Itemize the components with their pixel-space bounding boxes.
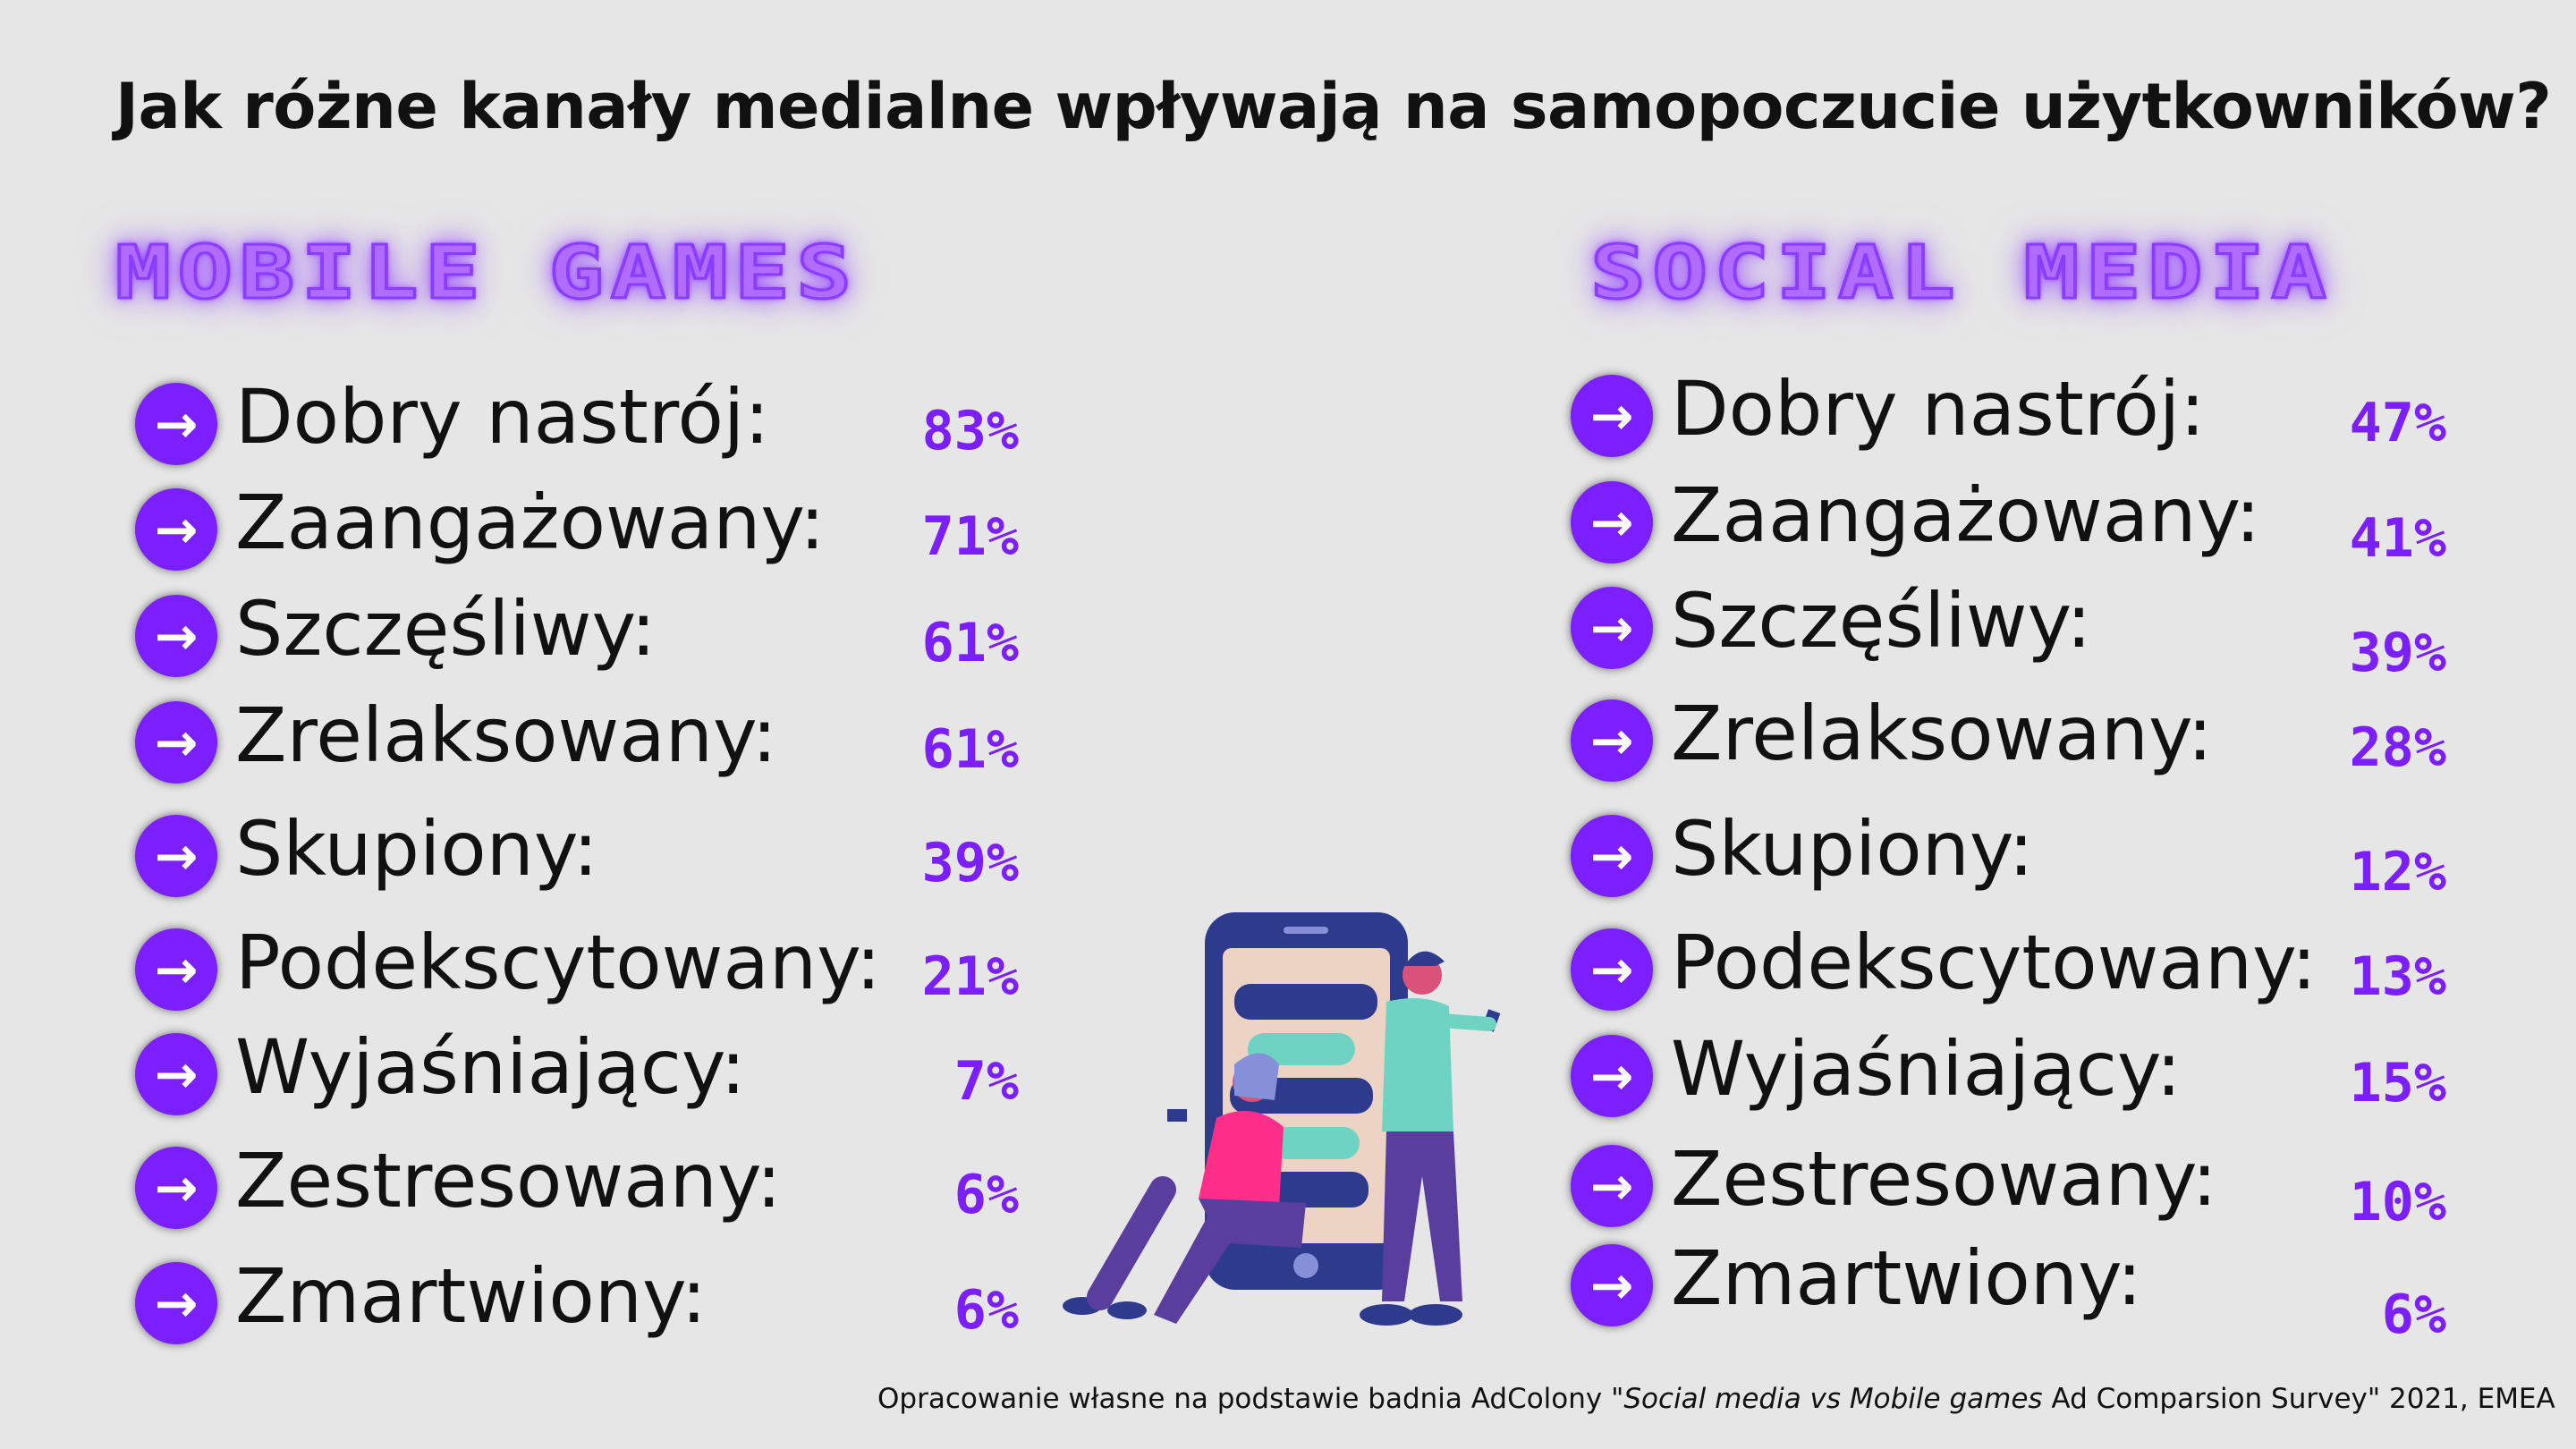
arrow-right-circle-icon: →: [1571, 1244, 1653, 1326]
percentage-value: 71%: [921, 505, 1019, 568]
feeling-label: Zestresowany:: [1671, 1135, 2217, 1223]
arrow-right-circle-icon: →: [1571, 375, 1653, 457]
feeling-label: Skupiony:: [235, 805, 598, 893]
percentage-value: 21%: [921, 945, 1019, 1008]
feeling-label: Wyjaśniający:: [235, 1023, 746, 1111]
source-note: Opracowanie własne na podstawie badnia A…: [877, 1383, 2555, 1415]
arrow-right-circle-icon: →: [135, 1033, 217, 1115]
percentage-value: 39%: [921, 832, 1019, 894]
arrow-right-circle-icon: →: [1571, 815, 1653, 897]
mobile-games-heading: Mobile Games: [114, 230, 859, 318]
feeling-label: Zaangażowany:: [235, 479, 826, 566]
percentage-value: 6%: [953, 1164, 1019, 1226]
arrow-right-circle-icon: →: [135, 701, 217, 784]
feeling-label: Dobry nastrój:: [1671, 365, 2206, 453]
feeling-label: Zrelaksowany:: [235, 691, 777, 779]
percentage-value: 7%: [953, 1050, 1019, 1113]
arrow-right-circle-icon: →: [135, 928, 217, 1011]
feeling-label: Szczęśliwy:: [1671, 577, 2092, 665]
arrow-right-circle-icon: →: [1571, 481, 1653, 564]
social-media-heading: Social Media: [1589, 230, 2334, 318]
page-title: Jak różne kanały medialne wpływają na sa…: [115, 70, 2552, 143]
percentage-value: 6%: [2381, 1284, 2446, 1346]
arrow-right-circle-icon: →: [1571, 699, 1653, 782]
percentage-value: 83%: [921, 400, 1019, 462]
source-prefix: Opracowanie własne na podstawie badnia A…: [877, 1383, 1624, 1415]
woman-figure: [1199, 1111, 1284, 1208]
percentage-value: 41%: [2349, 507, 2446, 570]
percentage-value: 12%: [2349, 841, 2446, 903]
feeling-label: Zmartwiony:: [1671, 1234, 2142, 1322]
source-title: Social media vs Mobile games: [1623, 1383, 2043, 1415]
percentage-value: 39%: [2349, 622, 2446, 684]
source-suffix: Ad Comparsion Survey" 2021, EMEA: [2042, 1383, 2555, 1415]
arrow-right-circle-icon: →: [135, 1147, 217, 1229]
feeling-label: Podekscytowany:: [235, 919, 881, 1006]
percentage-value: 61%: [921, 612, 1019, 674]
man-figure: [1382, 998, 1453, 1131]
arrow-right-circle-icon: →: [1571, 587, 1653, 669]
arrow-right-circle-icon: →: [135, 1262, 217, 1344]
arrow-right-circle-icon: →: [135, 595, 217, 677]
arrow-right-circle-icon: →: [1571, 1035, 1653, 1117]
arrow-right-circle-icon: →: [135, 488, 217, 571]
percentage-value: 61%: [921, 718, 1019, 781]
feeling-label: Wyjaśniający:: [1671, 1025, 2182, 1113]
feeling-label: Zaangażowany:: [1671, 471, 2261, 559]
feeling-label: Zmartwiony:: [235, 1252, 707, 1340]
people-with-phones-illustration: [1063, 912, 1501, 1326]
percentage-value: 6%: [953, 1279, 1019, 1342]
percentage-value: 15%: [2349, 1052, 2446, 1114]
arrow-right-circle-icon: →: [135, 815, 217, 897]
percentage-value: 13%: [2349, 945, 2446, 1008]
feeling-label: Zestresowany:: [235, 1137, 782, 1224]
feeling-label: Dobry nastrój:: [235, 373, 770, 461]
arrow-right-circle-icon: →: [1571, 1145, 1653, 1227]
feeling-label: Podekscytowany:: [1671, 919, 2317, 1006]
percentage-value: 47%: [2349, 392, 2446, 454]
feeling-label: Skupiony:: [1671, 805, 2034, 893]
percentage-value: 10%: [2349, 1171, 2446, 1233]
feeling-label: Zrelaksowany:: [1671, 690, 2213, 777]
arrow-right-circle-icon: →: [135, 383, 217, 465]
feeling-label: Szczęśliwy:: [235, 585, 657, 673]
percentage-value: 28%: [2349, 716, 2446, 779]
arrow-right-circle-icon: →: [1571, 928, 1653, 1011]
